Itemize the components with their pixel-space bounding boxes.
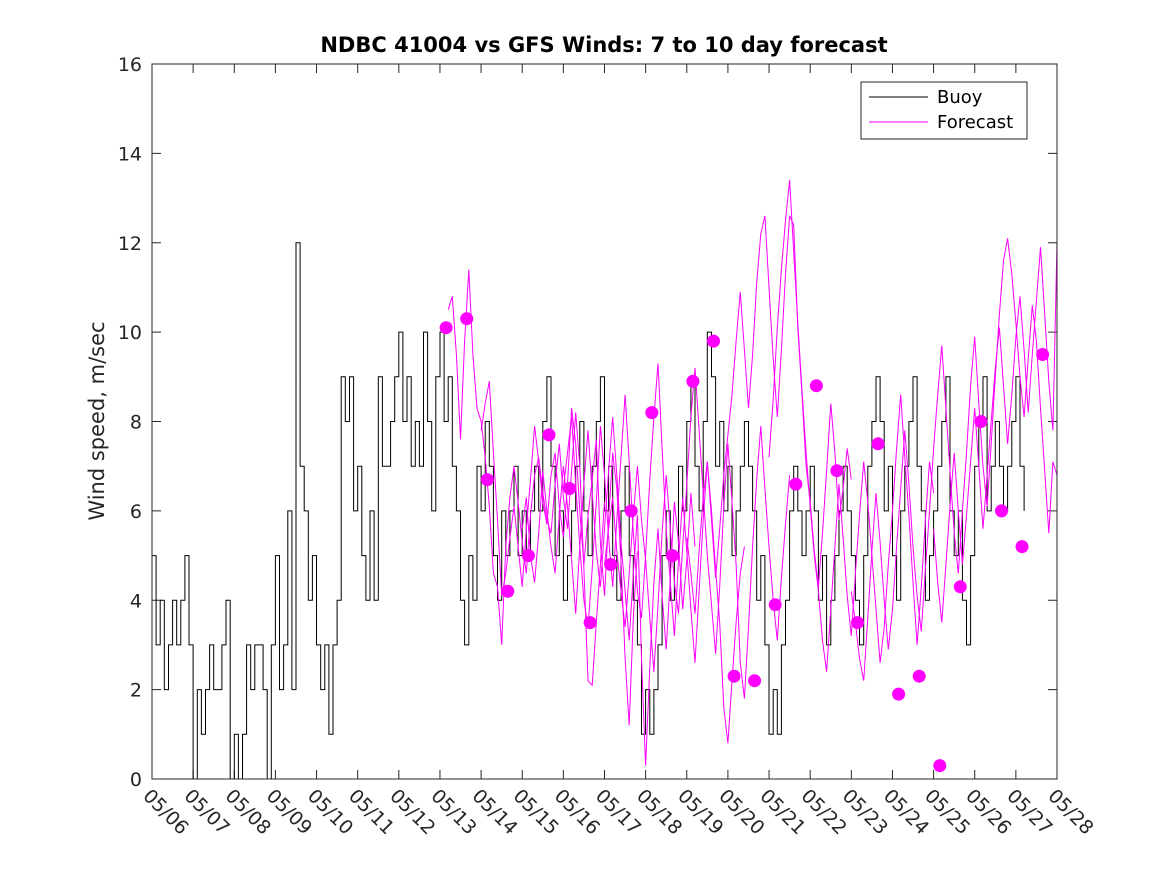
y-tick-label: 10 [118,322,142,344]
forecast-line [447,269,605,687]
forecast-marker [809,379,823,393]
forecast-line [604,367,791,699]
forecast-marker [871,437,885,451]
forecast-marker [521,549,535,563]
forecast-marker [1036,348,1050,361]
forecast-marker [604,558,618,571]
legend-box [860,81,1028,140]
y-tick-label: 4 [130,590,142,612]
forecast-marker [645,406,659,420]
legend-buoy-label: Buoy [937,87,983,108]
y-tick-label: 12 [118,233,142,255]
legend: Buoy Forecast [860,81,1028,140]
forecast-marker [748,674,762,688]
forecast-marker [501,584,515,598]
forecast-line [480,381,638,726]
forecast-marker [851,616,864,630]
legend-forecast-label: Forecast [937,112,1013,133]
y-axis-ticks: 0 2 4 6 8 10 12 14 16 [118,54,1057,791]
forecast-marker [624,504,638,518]
forecast-marker [953,580,967,594]
forecast-marker [789,477,803,491]
forecast-marker [583,616,597,630]
y-tick-label: 16 [118,54,142,76]
forecast-marker [995,504,1008,518]
forecast-line [933,242,1058,623]
forecast-marker [563,482,576,495]
forecast-marker [439,321,453,335]
y-axis-label: Wind speed, m/sec [85,321,109,520]
forecast-marker [974,415,988,428]
forecast-marker [830,464,844,478]
y-tick-label: 6 [130,501,142,523]
buoy-line [152,242,1025,780]
forecast-marker [542,428,556,442]
forecast-marker [686,374,700,388]
forecast-marker [665,549,679,563]
forecast-marker [460,312,474,326]
y-tick-label: 0 [130,769,142,791]
forecast-markers [439,312,1050,773]
forecast-marker [933,759,947,773]
forecast-marker [768,598,782,612]
forecast-line [521,416,696,766]
forecast-line [850,238,1058,681]
forecast-marker [892,687,906,701]
y-tick-label: 2 [130,680,142,702]
forecast-line [768,180,935,672]
forecast-marker [480,473,494,487]
forecast-line [686,215,852,614]
buoy-series [152,242,1025,780]
plot-frame [151,63,1058,780]
forecast-marker [707,334,720,348]
y-tick-label: 8 [130,412,142,434]
forecast-marker [912,669,926,683]
forecast-marker [727,669,741,683]
forecast-marker [1015,540,1029,554]
chart-title: NDBC 41004 vs GFS Winds: 7 to 10 day for… [320,33,887,57]
y-tick-label: 14 [118,143,142,165]
